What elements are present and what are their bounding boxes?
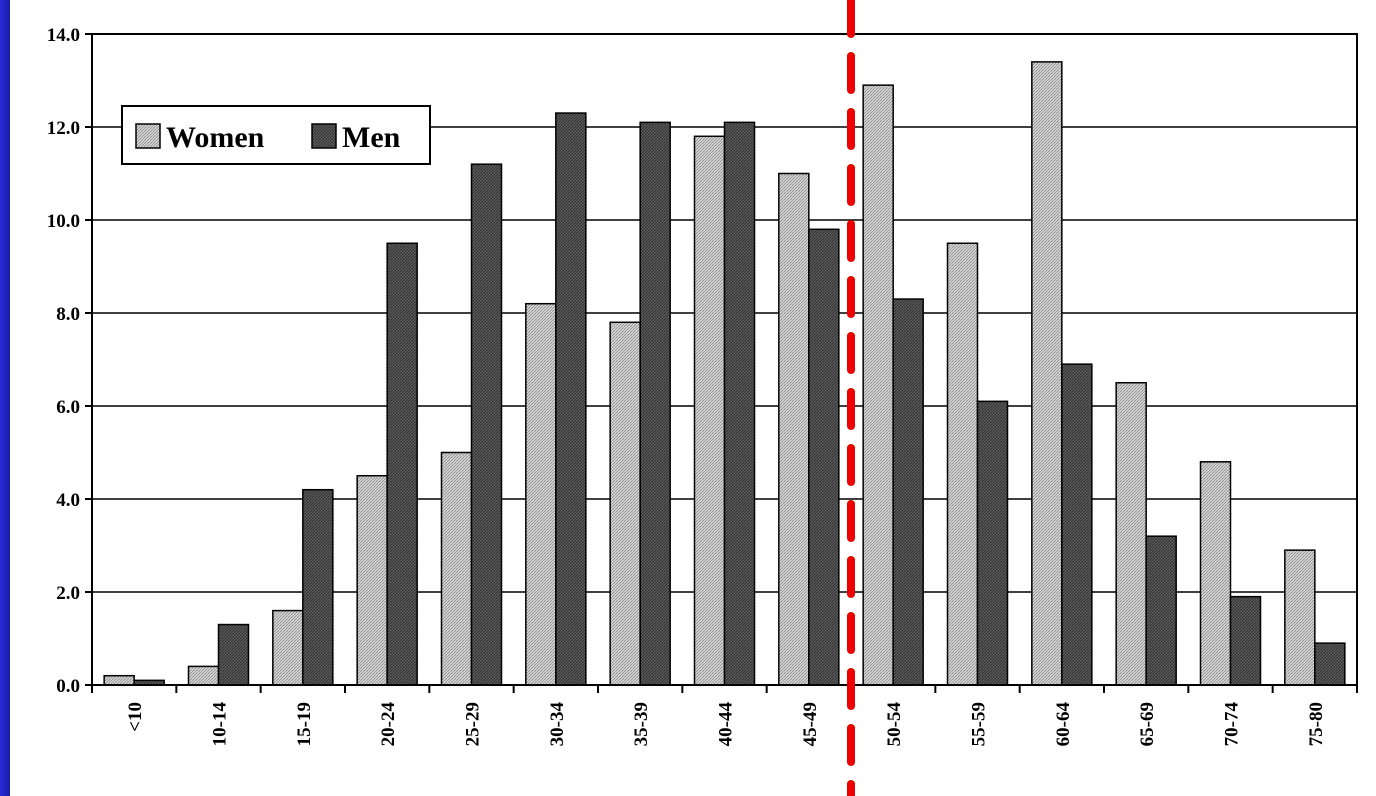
bar-women	[609, 321, 641, 686]
bar-women	[1031, 61, 1063, 686]
bar-men	[1229, 595, 1262, 686]
x-tick-label: 65-69	[1137, 702, 1158, 746]
bar-women	[946, 242, 979, 686]
x-tick-label: 10-14	[210, 702, 231, 747]
y-tick-label: 14.0	[47, 25, 80, 46]
bar-women	[525, 302, 557, 686]
x-tick-label: 45-49	[800, 702, 821, 746]
y-tick-label: 2.0	[56, 583, 80, 604]
bar-men	[976, 400, 1009, 686]
legend-label-men: Men	[342, 121, 401, 154]
bar-men	[808, 228, 840, 686]
bar-men	[386, 242, 418, 686]
bar-men	[1061, 363, 1093, 686]
x-tick-label: <10	[125, 702, 146, 732]
bar-women	[1199, 461, 1232, 686]
plot-border	[91, 33, 1358, 686]
x-tick-labels: <10 10-14 15-19 20-24 25-29 30-34 35-39 40-44 45…	[125, 702, 1327, 747]
x-tick-label: 25-29	[463, 702, 484, 746]
bar-women	[272, 609, 304, 686]
y-tick-label: 8.0	[56, 304, 80, 325]
x-tick-label: 40-44	[716, 702, 737, 747]
y-tick-labels: 0.0 2.0 4.0 6.0 8.0 10.0 12.0 14.0	[47, 25, 80, 697]
x-tick-label: 15-19	[294, 702, 315, 746]
x-tick-label: 70-74	[1222, 702, 1243, 747]
legend-swatch-women	[135, 123, 161, 149]
legend-label-women: Women	[166, 121, 265, 154]
axes-group	[91, 33, 1358, 693]
x-tick-label: 50-54	[884, 702, 905, 747]
bar-women	[1115, 382, 1147, 686]
y-tick-label: 10.0	[47, 211, 80, 232]
bar-women	[778, 172, 810, 686]
y-tick-label: 6.0	[56, 397, 80, 418]
bar-women	[187, 665, 220, 686]
bar-women	[440, 451, 473, 686]
x-tick-label: 75-80	[1306, 702, 1327, 746]
bar-women	[1284, 549, 1316, 686]
bar-men	[302, 488, 334, 686]
bar-women	[862, 84, 894, 686]
x-tick-label: 60-64	[1053, 702, 1074, 747]
legend: Women Men	[121, 105, 431, 165]
bar-men	[639, 121, 671, 686]
bars-group	[103, 61, 1346, 686]
bar-men	[470, 163, 503, 686]
bar-men	[892, 298, 924, 686]
legend-swatch-men	[311, 123, 337, 149]
bar-men	[217, 623, 250, 686]
bar-women	[356, 475, 388, 686]
legend-box	[121, 105, 431, 165]
x-tick-label: 35-39	[631, 702, 652, 746]
bar-women	[693, 135, 726, 686]
bar-women	[103, 674, 135, 686]
y-tick-label: 4.0	[56, 490, 80, 511]
bar-men	[723, 121, 756, 686]
bar-men	[555, 112, 587, 686]
bar-men	[1314, 642, 1346, 686]
x-tick-label: 30-34	[547, 702, 568, 747]
x-tick-label: 55-59	[969, 702, 990, 746]
x-tick-label: 20-24	[378, 702, 399, 747]
bar-men	[1145, 535, 1177, 686]
y-tick-label: 0.0	[56, 676, 80, 697]
y-tick-label: 12.0	[47, 118, 80, 139]
